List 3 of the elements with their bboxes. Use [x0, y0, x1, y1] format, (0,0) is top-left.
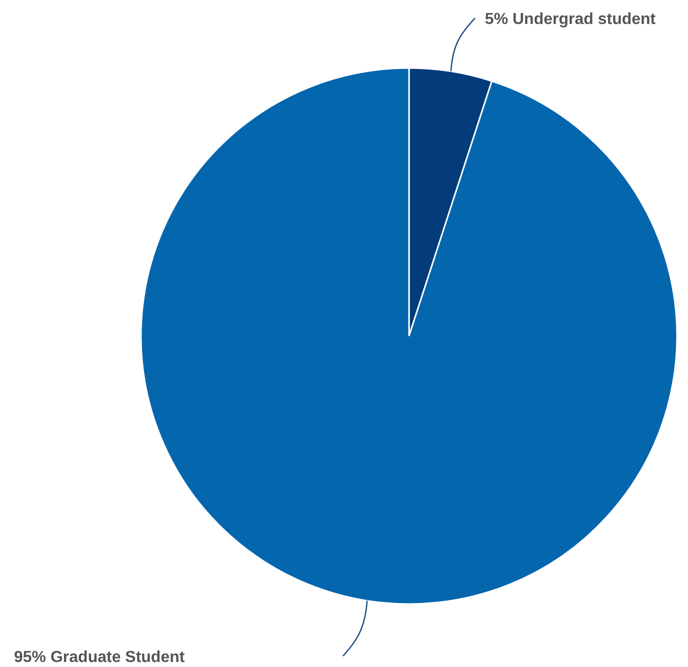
slice-label: 95% Graduate Student	[14, 649, 186, 666]
pie-slice	[140, 67, 678, 605]
slice-label: 5% Undergrad student	[484, 11, 656, 28]
